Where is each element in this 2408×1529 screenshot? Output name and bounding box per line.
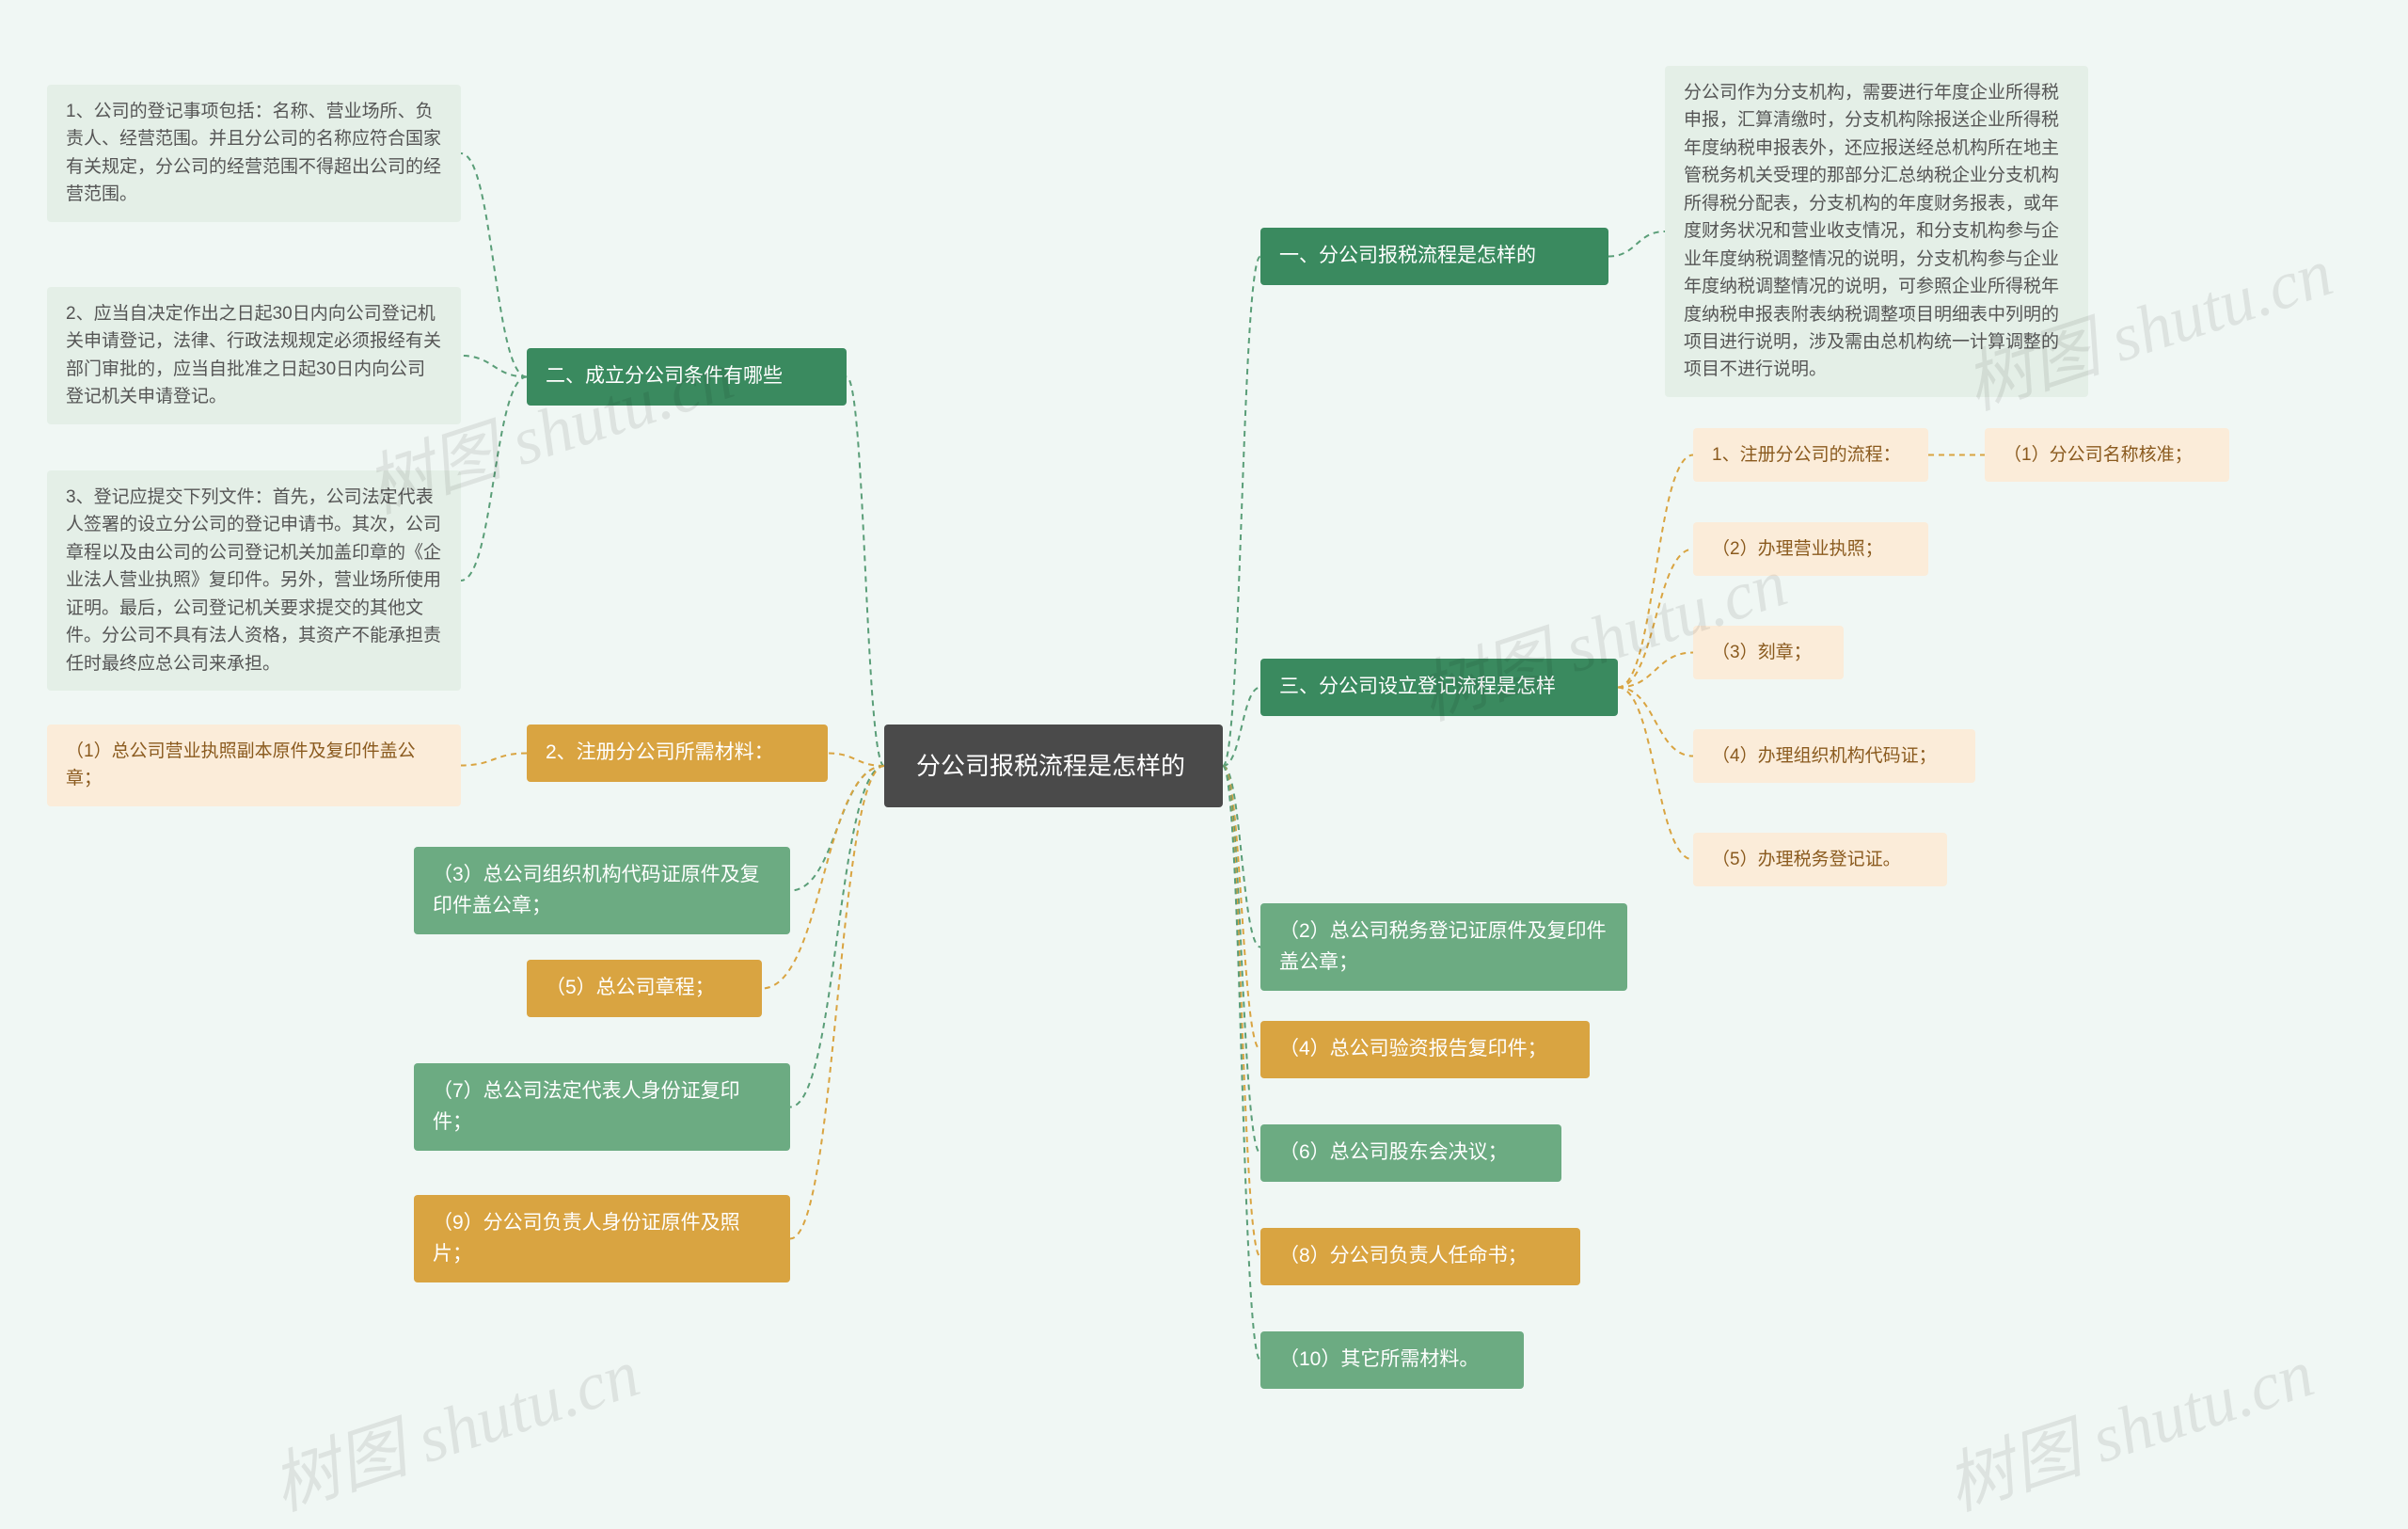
node-label: （7）总公司法定代表人身份证复印件； xyxy=(433,1080,740,1133)
mindmap-node[interactable]: （3）刻章； xyxy=(1693,626,1844,679)
connector xyxy=(1223,766,1260,1154)
mindmap-node[interactable]: （6）总公司股东会决议； xyxy=(1260,1124,1561,1182)
connector xyxy=(1223,766,1260,1257)
mindmap-node[interactable]: 1、公司的登记事项包括：名称、营业场所、负责人、经营范围。并且分公司的名称应符合… xyxy=(47,85,461,222)
node-label: （1）分公司名称核准； xyxy=(2004,445,2193,465)
connector xyxy=(461,153,527,377)
connector xyxy=(461,356,527,377)
node-label: 2、应当自决定作出之日起30日内向公司登记机关申请登记，法律、行政法规规定必须报… xyxy=(66,304,441,406)
node-label: （2）办理营业执照； xyxy=(1712,539,1883,559)
node-label: 1、公司的登记事项包括：名称、营业场所、负责人、经营范围。并且分公司的名称应符合… xyxy=(66,102,441,204)
connector xyxy=(790,766,884,1107)
mindmap-node[interactable]: （2）总公司税务登记证原件及复印件盖公章； xyxy=(1260,903,1627,991)
connector xyxy=(1223,688,1260,767)
connector xyxy=(1618,653,1693,688)
connector xyxy=(790,766,884,1239)
mindmap-node[interactable]: （4）总公司验资报告复印件； xyxy=(1260,1021,1590,1078)
node-label: （4）总公司验资报告复印件； xyxy=(1279,1038,1547,1059)
node-label: （6）总公司股东会决议； xyxy=(1279,1141,1508,1163)
connector xyxy=(1618,455,1693,688)
mindmap-node[interactable]: 3、登记应提交下列文件：首先，公司法定代表人签署的设立分公司的登记申请书。其次，… xyxy=(47,470,461,691)
node-label: （2）总公司税务登记证原件及复印件盖公章； xyxy=(1279,920,1607,973)
connector xyxy=(1223,257,1260,767)
connector xyxy=(790,766,884,891)
connector xyxy=(1618,549,1693,688)
mindmap-node[interactable]: 二、成立分公司条件有哪些 xyxy=(527,348,847,406)
mindmap-node[interactable]: （2）办理营业执照； xyxy=(1693,522,1928,576)
mindmap-node[interactable]: 分公司作为分支机构，需要进行年度企业所得税申报，汇算清缴时，分支机构除报送企业所… xyxy=(1665,66,2088,397)
mindmap-node[interactable]: （7）总公司法定代表人身份证复印件； xyxy=(414,1063,790,1151)
node-label: 一、分公司报税流程是怎样的 xyxy=(1279,245,1536,266)
connector xyxy=(1223,766,1260,1361)
mindmap-node[interactable]: 一、分公司报税流程是怎样的 xyxy=(1260,228,1608,285)
mindmap-node[interactable]: （8）分公司负责人任命书； xyxy=(1260,1228,1580,1285)
node-label: 1、注册分公司的流程： xyxy=(1712,445,1901,465)
node-label: 3、登记应提交下列文件：首先，公司法定代表人签署的设立分公司的登记申请书。其次，… xyxy=(66,487,441,674)
node-label: 二、成立分公司条件有哪些 xyxy=(546,365,783,387)
connector xyxy=(1223,766,1260,948)
node-label: 三、分公司设立登记流程是怎样 xyxy=(1279,676,1556,697)
mindmap-node[interactable]: （1）总公司营业执照副本原件及复印件盖公章； xyxy=(47,725,461,806)
node-label: （3）总公司组织机构代码证原件及复印件盖公章； xyxy=(433,864,760,916)
node-label: （5）总公司章程； xyxy=(546,977,715,998)
connector xyxy=(461,377,527,581)
node-label: （10）其它所需材料。 xyxy=(1279,1348,1479,1370)
mindmap-node[interactable]: （1）分公司名称核准； xyxy=(1985,428,2229,482)
connector xyxy=(828,754,884,767)
node-label: 2、注册分公司所需材料： xyxy=(546,741,774,763)
connector xyxy=(1618,688,1693,860)
node-label: （5）办理税务登记证。 xyxy=(1712,850,1901,869)
connector xyxy=(461,754,527,766)
mindmap-root[interactable]: 分公司报税流程是怎样的 xyxy=(884,725,1223,807)
connector xyxy=(1618,688,1693,757)
mindmap-node[interactable]: （4）办理组织机构代码证； xyxy=(1693,729,1975,783)
node-label: 分公司作为分支机构，需要进行年度企业所得税申报，汇算清缴时，分支机构除报送企业所… xyxy=(1684,83,2059,379)
node-label: （1）总公司营业执照副本原件及复印件盖公章； xyxy=(66,741,416,788)
mindmap-node[interactable]: 2、应当自决定作出之日起30日内向公司登记机关申请登记，法律、行政法规规定必须报… xyxy=(47,287,461,424)
node-label: （4）办理组织机构代码证； xyxy=(1712,746,1937,766)
node-label: （9）分公司负责人身份证原件及照片； xyxy=(433,1212,740,1265)
mindmap-node[interactable]: （3）总公司组织机构代码证原件及复印件盖公章； xyxy=(414,847,790,934)
mindmap-node[interactable]: （5）办理税务登记证。 xyxy=(1693,833,1947,886)
connector xyxy=(847,377,884,767)
root-label: 分公司报税流程是怎样的 xyxy=(916,752,1185,780)
mindmap-node[interactable]: 三、分公司设立登记流程是怎样 xyxy=(1260,659,1618,716)
mindmap-node[interactable]: 2、注册分公司所需材料： xyxy=(527,725,828,782)
connector xyxy=(1608,231,1665,257)
connector xyxy=(1223,766,1260,1050)
mindmap-node[interactable]: 1、注册分公司的流程： xyxy=(1693,428,1928,482)
watermark: 树图 shutu.cn xyxy=(1932,1317,2324,1529)
mindmap-node[interactable]: （5）总公司章程； xyxy=(527,960,762,1017)
node-label: （8）分公司负责人任命书； xyxy=(1279,1245,1528,1266)
node-label: （3）刻章； xyxy=(1712,643,1812,662)
mindmap-node[interactable]: （9）分公司负责人身份证原件及照片； xyxy=(414,1195,790,1282)
watermark: 树图 shutu.cn xyxy=(258,1317,650,1529)
mindmap-node[interactable]: （10）其它所需材料。 xyxy=(1260,1331,1524,1389)
